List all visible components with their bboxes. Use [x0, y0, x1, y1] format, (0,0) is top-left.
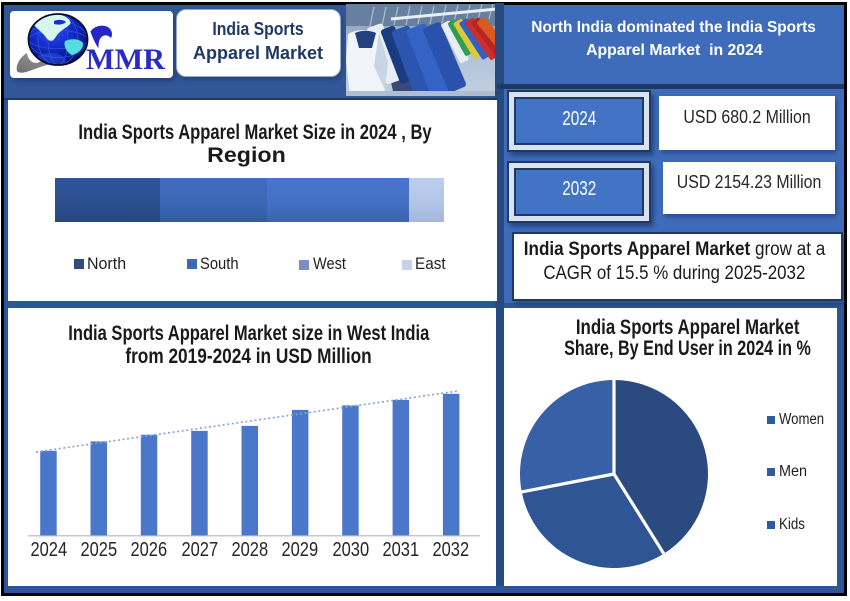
- svg-text:MMR: MMR: [86, 44, 166, 76]
